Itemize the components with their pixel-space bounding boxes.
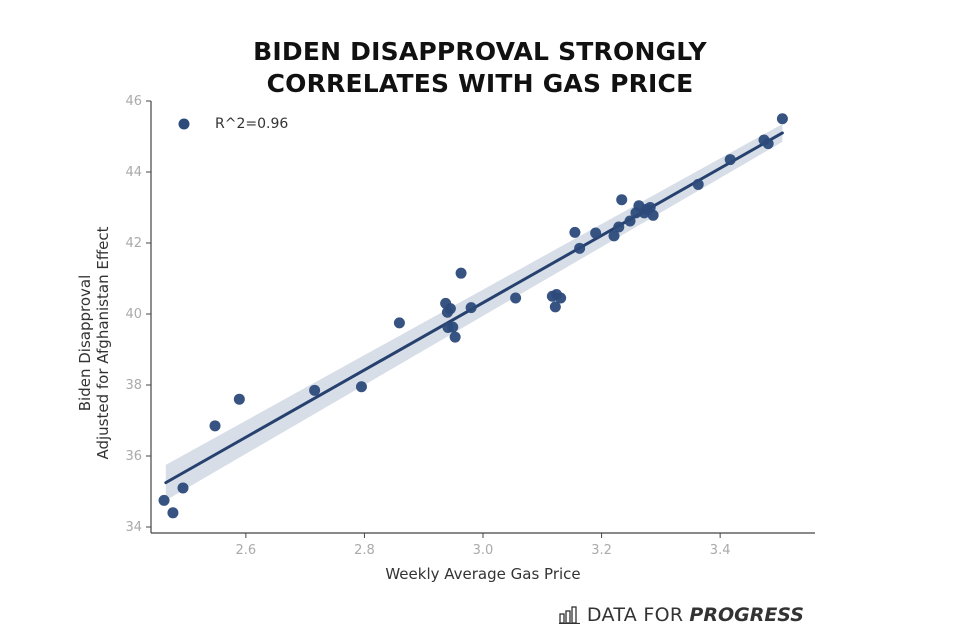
data-point bbox=[510, 292, 522, 304]
x-tick-label: 2.6 bbox=[236, 543, 257, 558]
data-point bbox=[776, 113, 788, 125]
x-tick-label: 3.0 bbox=[473, 543, 494, 558]
data-point bbox=[590, 227, 602, 239]
data-point bbox=[613, 221, 625, 233]
y-tick-label: 44 bbox=[125, 165, 142, 180]
data-point bbox=[447, 321, 459, 333]
chart-title-line-1: BIDEN DISAPPROVAL STRONGLY bbox=[253, 37, 707, 66]
data-point bbox=[549, 301, 561, 313]
legend-marker bbox=[178, 118, 190, 130]
data-point bbox=[616, 194, 628, 206]
y-tick-label: 40 bbox=[125, 307, 142, 322]
y-axis-label-line-2: Adjusted for Afghanistan Effect bbox=[94, 226, 112, 459]
x-tick-label: 3.2 bbox=[591, 543, 612, 558]
data-point bbox=[574, 242, 586, 254]
data-point bbox=[233, 393, 245, 405]
data-point bbox=[569, 226, 581, 238]
data-point bbox=[158, 494, 170, 506]
legend-label: R^2=0.96 bbox=[215, 116, 288, 132]
data-point bbox=[177, 482, 189, 494]
data-point bbox=[647, 209, 659, 221]
data-point bbox=[608, 230, 620, 242]
brand-logo: DATA FOR PROGRESS bbox=[558, 604, 804, 626]
y-tick-label: 34 bbox=[125, 520, 142, 535]
scatter-chart: 34 36 38 40 42 44 46 2.6 2.8 3.0 3.2 3.4 R^2=0.96 W… bbox=[76, 94, 815, 583]
data-point bbox=[309, 384, 321, 396]
chart-title: BIDEN DISAPPROVAL STRONGLY CORRELATES WI… bbox=[0, 36, 960, 100]
data-point bbox=[449, 331, 461, 343]
brand-text-regular: DATA FOR bbox=[586, 604, 684, 626]
data-points bbox=[158, 113, 788, 519]
x-axis-label: Weekly Average Gas Price bbox=[385, 565, 580, 583]
y-tick-label: 46 bbox=[125, 94, 142, 109]
y-tick-label: 38 bbox=[125, 378, 142, 393]
data-point bbox=[762, 138, 774, 150]
data-point bbox=[355, 381, 367, 393]
data-point bbox=[465, 302, 477, 314]
chart-title-line-2: CORRELATES WITH GAS PRICE bbox=[266, 69, 694, 98]
y-axis-label-line-1: Biden Disapproval bbox=[76, 275, 94, 412]
data-point bbox=[724, 154, 736, 166]
brand-text-bold: PROGRESS bbox=[689, 604, 804, 626]
y-tick-label: 36 bbox=[125, 449, 142, 464]
data-point bbox=[555, 292, 567, 304]
data-point bbox=[393, 317, 405, 329]
data-point bbox=[624, 215, 636, 227]
data-point bbox=[209, 420, 221, 432]
x-tick-label: 2.8 bbox=[354, 543, 375, 558]
axes: 34 36 38 40 42 44 46 2.6 2.8 3.0 3.2 3.4 bbox=[125, 94, 815, 558]
y-axis-label: Biden Disapproval Adjusted for Afghanist… bbox=[76, 226, 112, 459]
legend: R^2=0.96 bbox=[178, 116, 288, 132]
data-point bbox=[692, 178, 704, 190]
data-point bbox=[167, 507, 179, 519]
x-tick-label: 3.4 bbox=[710, 543, 731, 558]
data-point bbox=[455, 267, 467, 279]
bar-chart-icon bbox=[558, 606, 580, 624]
data-point bbox=[444, 303, 456, 315]
y-tick-label: 42 bbox=[125, 236, 142, 251]
